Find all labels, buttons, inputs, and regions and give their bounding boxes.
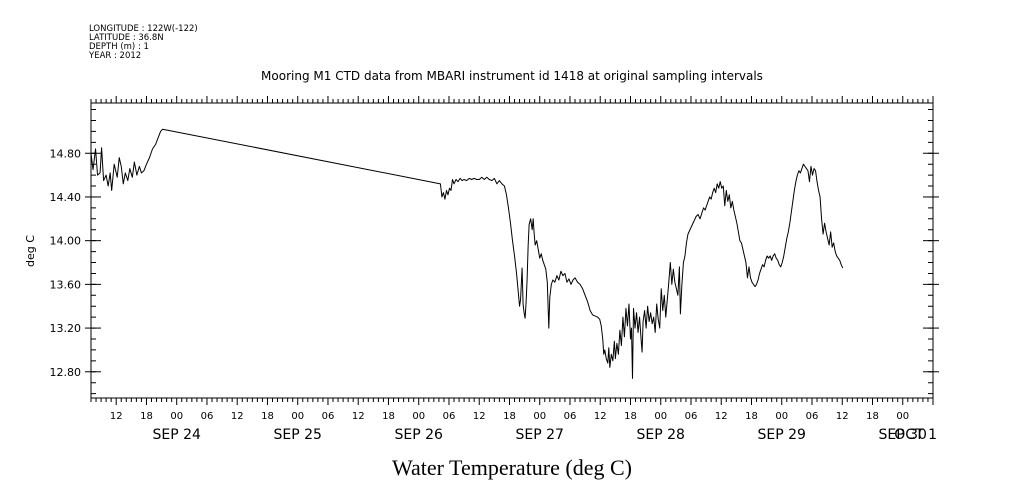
x-tick-label: 06 [806, 411, 819, 422]
x-tick-label: 12 [352, 411, 365, 422]
y-axis: 12.80 13.20 13.60 14.00 14.40 14.80 [50, 147, 939, 379]
x-tick-label: 18 [382, 411, 395, 422]
x-tick-label: 18 [745, 411, 758, 422]
y-tick-label: 14.40 [50, 191, 82, 204]
header-depth: DEPTH (m) : 1 [89, 42, 149, 52]
x-tick-label: 06 [322, 411, 335, 422]
x-tick-label: 00 [775, 411, 788, 422]
x-date-label: SEP 28 [637, 427, 685, 443]
header-latitude: LATITUDE : 36.8N [89, 33, 164, 43]
minor-tick-marks [90, 96, 934, 405]
x-tick-label: 12 [594, 411, 607, 422]
y-tick-label: 13.60 [50, 278, 82, 291]
x-axis: 12 18 00 06 12 18 00 06 12 18 00 06 12 18 00 06 12 18 00 06… [110, 411, 937, 443]
x-tick-label: 12 [231, 411, 244, 422]
x-tick-label: 06 [443, 411, 456, 422]
x-tick-label: 00 [412, 411, 425, 422]
water-temperature-line [90, 128, 844, 379]
x-tick-label: 18 [140, 411, 153, 422]
x-tick-label: 12 [110, 411, 123, 422]
series-group [90, 128, 844, 379]
x-tick-label: 06 [201, 411, 214, 422]
x-tick-label: 00 [291, 411, 304, 422]
y-axis-label: deg C [24, 235, 37, 267]
y-tick-label: 14.00 [50, 235, 82, 248]
x-date-label: SEP 24 [152, 427, 201, 443]
x-date-label: OCT 1 [894, 427, 937, 443]
x-tick-label: 18 [261, 411, 274, 422]
x-tick-label: 00 [533, 411, 546, 422]
header-year: YEAR : 2012 [88, 51, 141, 61]
y-tick-label: 14.80 [50, 147, 82, 160]
x-tick-label: 18 [866, 411, 879, 422]
metadata-header: LONGITUDE : 122W(-122) LATITUDE : 36.8N … [88, 24, 198, 61]
x-tick-label: 00 [654, 411, 667, 422]
plot-frame [90, 102, 934, 399]
x-date-label: SEP 30 [879, 427, 927, 443]
y-tick-label: 12.80 [50, 366, 82, 379]
chart-title: Mooring M1 CTD data from MBARI instrumen… [261, 69, 763, 83]
x-date-label: SEP 26 [394, 427, 443, 443]
x-tick-label: 06 [685, 411, 698, 422]
x-tick-label: 12 [715, 411, 728, 422]
x-date-label: SEP 27 [516, 427, 564, 443]
x-tick-label: 18 [624, 411, 637, 422]
header-longitude: LONGITUDE : 122W(-122) [89, 24, 198, 34]
x-tick-label: 00 [896, 411, 909, 422]
x-tick-label: 00 [170, 411, 183, 422]
x-tick-label: 18 [503, 411, 516, 422]
x-tick-label: 12 [836, 411, 849, 422]
x-tick-label: 12 [473, 411, 486, 422]
x-date-label: SEP 25 [273, 427, 321, 443]
x-tick-label: 06 [564, 411, 577, 422]
x-axis-label: Water Temperature (deg C) [392, 455, 632, 480]
minor-ticks [90, 96, 934, 405]
y-tick-label: 13.20 [50, 322, 82, 335]
x-date-label: SEP 29 [758, 427, 806, 443]
